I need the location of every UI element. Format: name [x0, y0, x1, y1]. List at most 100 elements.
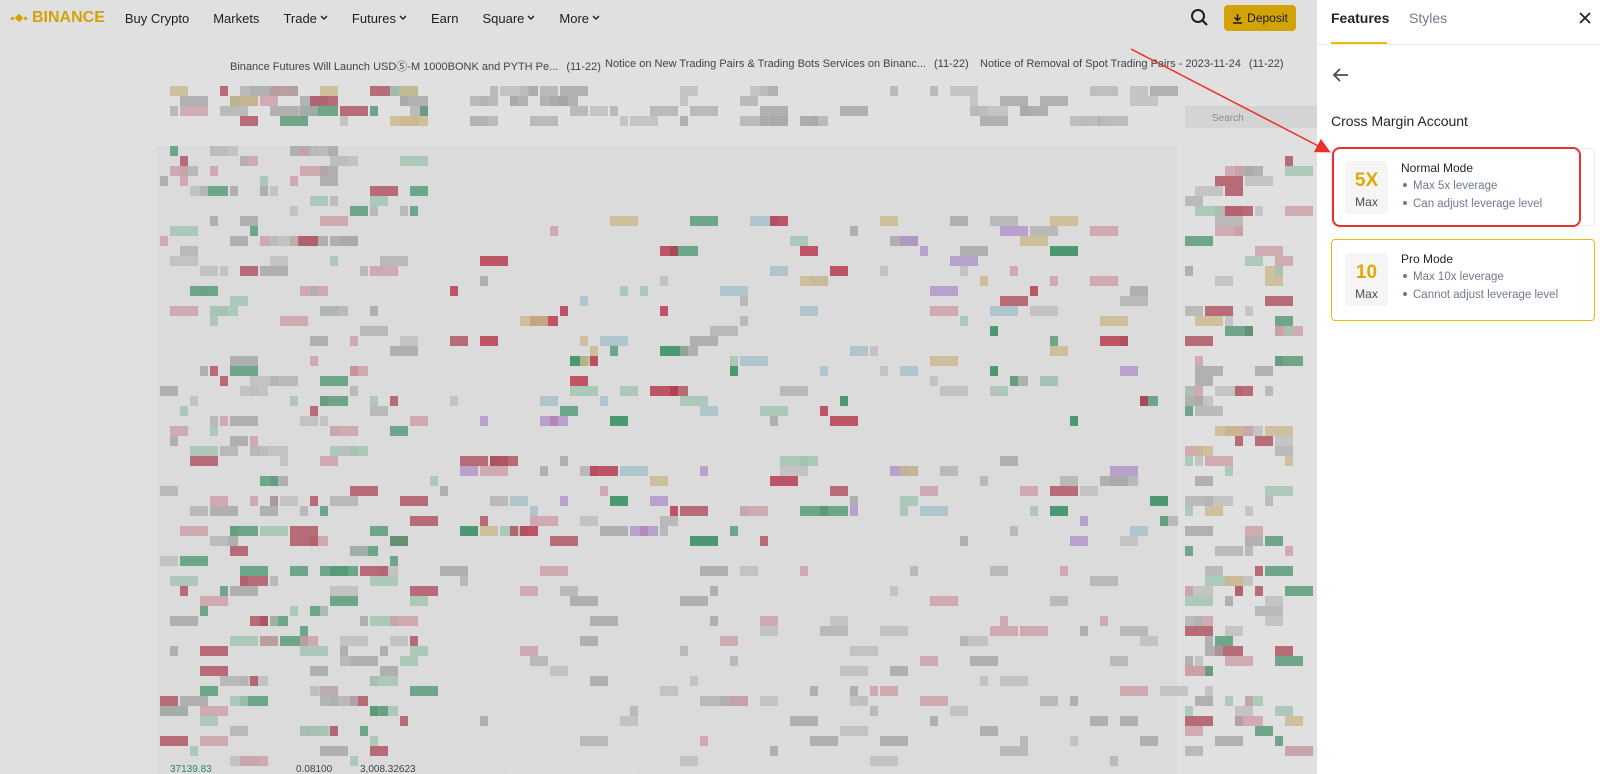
blurred-block [1205, 306, 1233, 316]
blurred-block [200, 266, 218, 276]
nav-item[interactable]: More [559, 11, 600, 26]
blurred-block [1050, 216, 1078, 226]
blurred-block [170, 256, 198, 266]
tab-features[interactable]: Features [1331, 10, 1390, 26]
blurred-block [370, 576, 398, 586]
blurred-block [1265, 276, 1283, 286]
blurred-block [580, 336, 588, 346]
blurred-block [180, 526, 208, 536]
blurred-block [730, 656, 738, 666]
deposit-button[interactable]: Deposit [1224, 5, 1296, 31]
blurred-block [1100, 336, 1128, 346]
blurred-block [1140, 396, 1158, 406]
blurred-block [390, 556, 398, 566]
blurred-block [1265, 426, 1293, 436]
blurred-block [1245, 306, 1253, 316]
nav-label: Trade [283, 10, 317, 26]
blurred-block [930, 596, 958, 606]
blurred-block [220, 676, 248, 686]
blurred-block [210, 146, 238, 156]
blurred-block [970, 96, 978, 106]
nav-item[interactable]: Trade [283, 10, 328, 26]
blurred-block [250, 446, 268, 456]
blurred-block [400, 336, 418, 346]
blurred-block [1120, 716, 1138, 726]
blurred-block [940, 466, 958, 476]
blurred-block [690, 106, 718, 116]
announcement-date: (11-22) [934, 58, 969, 70]
blurred-block [270, 256, 288, 266]
blurred-block [1185, 196, 1203, 206]
blurred-block [410, 106, 428, 116]
close-button[interactable] [1578, 11, 1592, 25]
nav-item[interactable]: Markets [213, 11, 259, 26]
blurred-block [1120, 686, 1148, 696]
blurred-block [650, 386, 678, 396]
blurred-block [410, 636, 418, 646]
blurred-block [1215, 646, 1243, 656]
tab-styles[interactable]: Styles [1409, 10, 1448, 26]
blurred-block [1235, 706, 1253, 716]
blurred-block [1070, 416, 1078, 426]
blurred-block [780, 386, 808, 396]
blurred-block [1010, 376, 1028, 386]
blurred-block [800, 306, 818, 316]
blurred-block [330, 236, 358, 246]
blurred-block [370, 736, 378, 746]
nav-item[interactable]: Square [482, 11, 535, 26]
blurred-block [270, 86, 298, 96]
blurred-block [320, 396, 348, 406]
announcement[interactable]: Binance Futures Will Launch USDⓈ-M 1000B… [230, 58, 601, 74]
section-title: Cross Margin Account [1331, 113, 1468, 129]
back-button[interactable] [1332, 67, 1350, 83]
blurred-block [1195, 456, 1203, 466]
blurred-block [1205, 456, 1233, 466]
nav-item[interactable]: Buy Crypto [125, 11, 189, 26]
blurred-block [990, 366, 998, 376]
blurred-block [1130, 286, 1148, 296]
search-icon[interactable] [1190, 8, 1210, 28]
nav-item[interactable]: Futures [352, 11, 407, 26]
logo[interactable]: BINANCE [10, 9, 105, 27]
blurred-block [760, 616, 778, 626]
blurred-block [230, 96, 258, 106]
blurred-block [220, 266, 228, 276]
blurred-block [1060, 476, 1078, 486]
blurred-block [340, 646, 348, 656]
blurred-block [1215, 176, 1243, 186]
blurred-block [570, 356, 588, 366]
blurred-block [890, 586, 898, 596]
blurred-block [840, 666, 868, 676]
blurred-block [400, 96, 428, 106]
blurred-block [350, 756, 358, 766]
bullet-text: Max 5x leverage [1413, 180, 1498, 192]
blurred-block [700, 696, 728, 706]
blurred-block [260, 506, 278, 516]
blurred-block [200, 706, 228, 716]
blurred-block [930, 716, 938, 726]
announcement[interactable]: Notice on New Trading Pairs & Trading Bo… [605, 58, 969, 70]
blurred-block [1020, 626, 1048, 636]
blurred-block [740, 506, 768, 516]
blurred-block [180, 556, 208, 566]
blurred-block [330, 256, 338, 266]
blurred-block [390, 396, 398, 406]
nav-item[interactable]: Earn [431, 11, 458, 26]
blurred-block [320, 166, 338, 176]
blurred-block [370, 396, 378, 406]
blurred-block [1130, 526, 1148, 536]
blurred-block [310, 336, 328, 346]
blurred-block [960, 266, 968, 276]
blurred-block [980, 116, 1008, 126]
mode-card[interactable]: 10 Max Pro Mode Max 10x leverage Cannot adju… [1331, 239, 1595, 321]
blurred-block [270, 236, 298, 246]
top-nav: BINANCE Buy Crypto Markets Trade Futures Ear… [0, 0, 1317, 36]
mode-card[interactable]: 5X Max Normal Mode Max 5x leverage Can adjus… [1331, 148, 1595, 226]
blurred-block [220, 446, 238, 456]
blurred-block [280, 496, 298, 506]
blurred-block [650, 476, 668, 486]
blurred-block [1050, 486, 1078, 496]
blurred-block [180, 246, 198, 256]
blurred-block [1275, 326, 1283, 336]
blurred-block [180, 406, 188, 416]
